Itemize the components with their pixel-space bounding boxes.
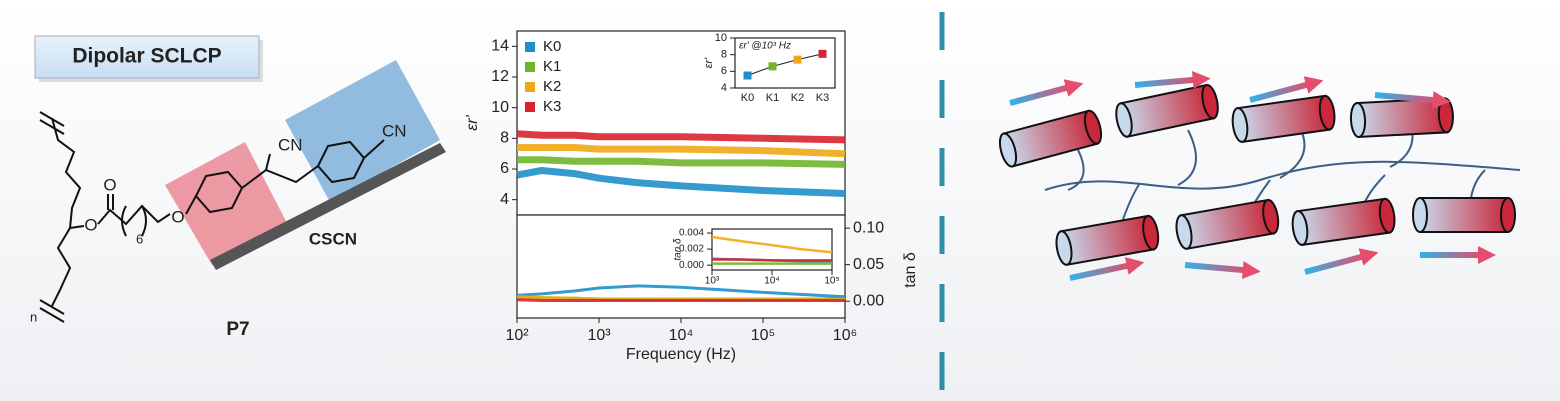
- plot-frame: [734, 37, 836, 89]
- bond: [363, 139, 385, 159]
- backbone: [51, 117, 82, 307]
- legend-swatch: [525, 42, 535, 52]
- side-chain: [97, 204, 171, 226]
- point: [793, 55, 802, 64]
- point: [818, 49, 827, 58]
- y-axis-label: εr': [703, 57, 715, 68]
- x-tick-label: 10⁵: [824, 276, 839, 287]
- legend-label: K2: [543, 78, 561, 95]
- bond: [69, 225, 85, 229]
- atom: CN: [382, 121, 407, 140]
- x-tick-label: 10³: [705, 276, 720, 287]
- series-line: [516, 284, 846, 299]
- y-tick-label: 6: [721, 65, 727, 77]
- y-tick-label: 4: [721, 82, 727, 94]
- trend-line: [747, 53, 823, 76]
- x-tick-label: 10³: [587, 327, 611, 344]
- legend-label: K1: [543, 58, 561, 75]
- y-tick-label: 0.05: [853, 256, 884, 273]
- repeat: n: [30, 309, 37, 324]
- badge-text: Dipolar SCLCP: [72, 45, 221, 68]
- x-tick-label: 10⁴: [669, 327, 694, 344]
- legend-label: K3: [543, 98, 561, 115]
- y-tick-label: 10: [491, 99, 509, 116]
- blue-block: [285, 60, 440, 202]
- legend-swatch: [525, 102, 535, 112]
- schematic: [995, 69, 1521, 287]
- polymer-label: P7: [226, 319, 249, 340]
- y-axis-label: tan δ: [673, 238, 684, 261]
- legend-label: K0: [543, 38, 561, 55]
- side-links: [1067, 121, 1486, 229]
- y-tick-label: 0.10: [853, 219, 884, 236]
- y-tick-label: 0.000: [679, 260, 704, 271]
- y-tick-label: 0.002: [679, 244, 704, 255]
- y-tick-label: 4: [500, 191, 509, 208]
- atom: O: [84, 215, 97, 234]
- series-line: [712, 258, 832, 262]
- pink-block: [165, 142, 288, 265]
- backbone-ends: [39, 111, 65, 323]
- x-tick-label: K3: [816, 92, 829, 104]
- atom: CN: [278, 135, 303, 154]
- series-line: [516, 167, 846, 197]
- series-line: [517, 144, 846, 158]
- x-tick-label: K0: [741, 92, 754, 104]
- x-tick-label: 10²: [505, 327, 529, 344]
- x-tick-label: K2: [791, 92, 804, 104]
- x-tick-label: 10⁴: [764, 276, 779, 287]
- point: [743, 71, 752, 80]
- y-tick-label: 8: [721, 49, 727, 61]
- group-label: CSCN: [309, 229, 357, 248]
- badge: [34, 35, 260, 79]
- inset-title: εr' @10³ Hz: [739, 41, 791, 52]
- y-tick-label: 10: [715, 32, 727, 44]
- gray-bar: [210, 143, 446, 270]
- vinyl: [241, 165, 319, 189]
- series-line: [516, 130, 846, 144]
- atom: O: [171, 207, 184, 226]
- legend-swatch: [525, 62, 535, 72]
- x-tick-label: 10⁶: [833, 327, 857, 344]
- point: [768, 62, 777, 71]
- y2-axis-label: tan δ: [902, 252, 919, 288]
- structure: Dipolar SCLCP CN CN O O O 6 n CSCN P7: [30, 35, 446, 340]
- y-tick-label: 12: [491, 68, 509, 85]
- polymer-chain: [1044, 160, 1521, 191]
- x-tick-label: 10⁵: [751, 327, 775, 344]
- y-tick-label: 0.00: [853, 292, 884, 309]
- subscript: 6: [136, 231, 143, 246]
- y-tick-label: 14: [491, 38, 509, 55]
- y-tick-label: 6: [500, 160, 509, 177]
- y-tick-label: 8: [500, 130, 509, 147]
- legend-swatch: [525, 82, 535, 92]
- bond: [265, 153, 271, 171]
- x-axis-label: Frequency (Hz): [626, 346, 736, 363]
- y-tick-label: 0.004: [679, 228, 704, 239]
- bond: [185, 195, 197, 215]
- atom: O: [103, 175, 116, 194]
- x-tick-label: K1: [766, 92, 779, 104]
- series-line: [516, 298, 845, 302]
- series-line: [517, 156, 846, 168]
- mesogen: [1412, 197, 1516, 233]
- carbonyl: [107, 194, 147, 237]
- y-axis-label: εr': [464, 114, 481, 130]
- series-line: [711, 235, 833, 254]
- charts: 4 6 8 10 12 14 K0 K1 K2 K3 εr' 0.00 0.05 0.10 10² 10³ 10…: [464, 30, 919, 363]
